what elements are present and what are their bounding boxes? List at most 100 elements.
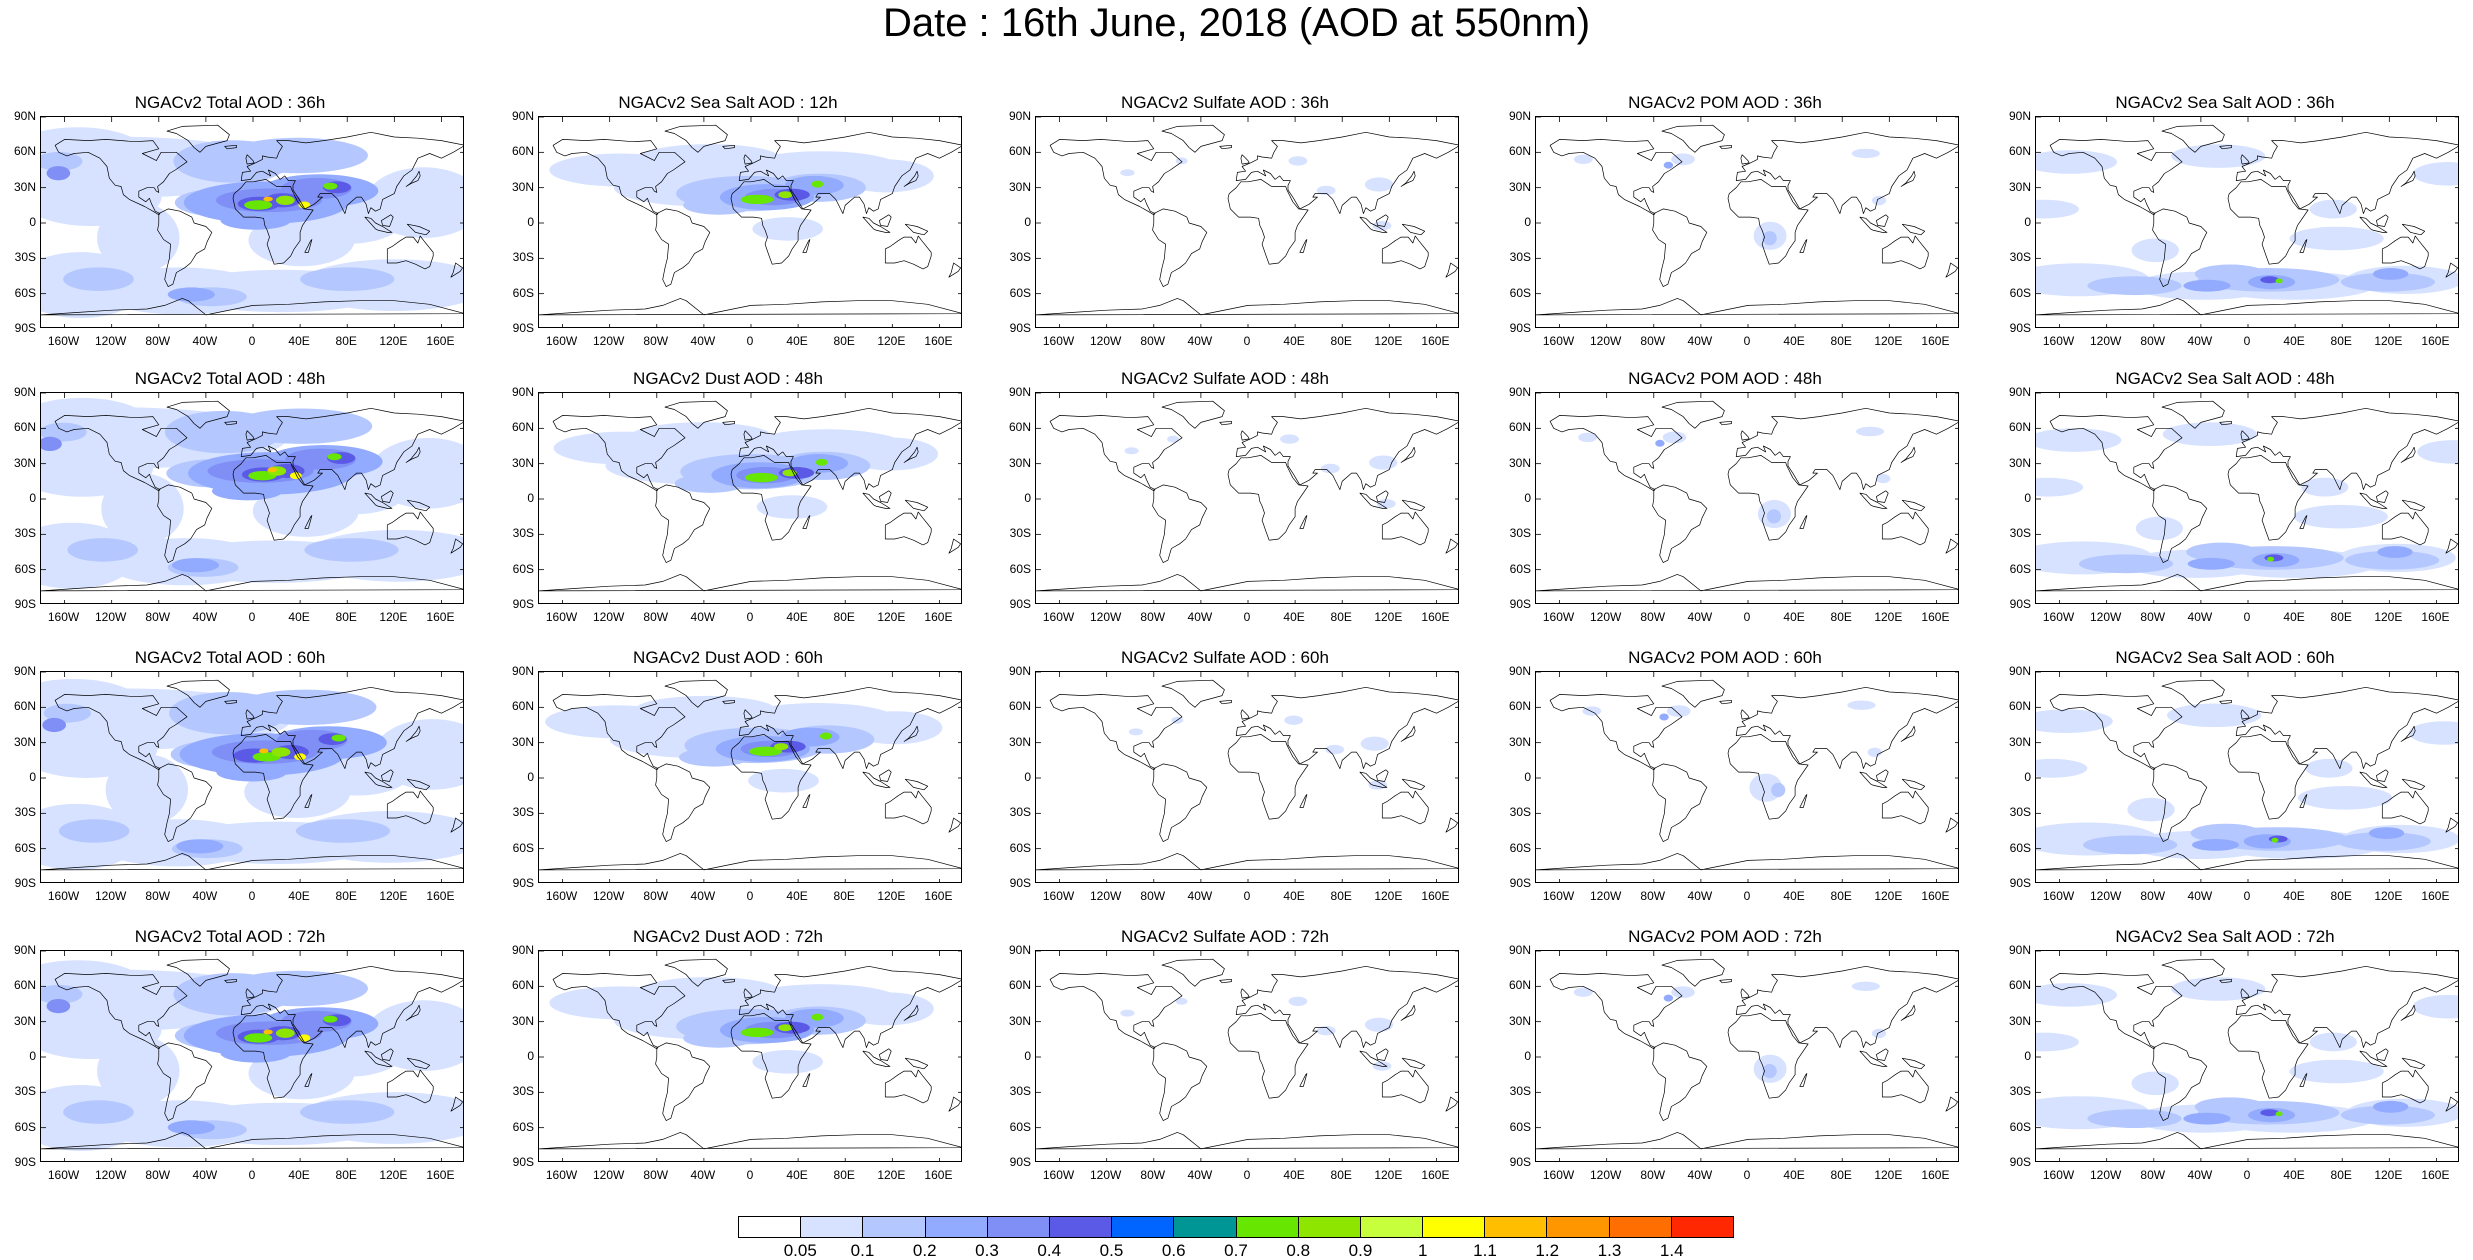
coastline (1661, 679, 1725, 708)
aod-field (300, 267, 395, 291)
aod-field (63, 267, 134, 291)
world-map (1036, 393, 1458, 603)
map-frame (1035, 671, 1459, 883)
colorbar-swatch (801, 1217, 864, 1237)
coastline (1549, 415, 1683, 492)
aod-field (630, 422, 772, 451)
world-map (1536, 951, 1958, 1161)
coastline (1876, 214, 1889, 227)
lat-tick-label: 0 (527, 770, 534, 784)
lat-tick-label: 30N (13, 179, 36, 194)
coastline (157, 1042, 213, 1121)
coastline (1727, 455, 1809, 541)
aod-field (2183, 1112, 2231, 1125)
map-panel: NGACv2 POM AOD : 48h 90N 60N 30N 0 30S 60S 90S 1… (1495, 368, 1959, 638)
coastline (2376, 1048, 2389, 1061)
coastline (2152, 763, 2208, 842)
lat-tick-label: 90N (511, 385, 534, 399)
colorbar-swatch (1174, 1217, 1237, 1237)
coastline (1381, 235, 1429, 270)
coastline (1161, 400, 1225, 429)
coastline (1859, 771, 1888, 788)
lon-tick-label: 160E (1421, 610, 1450, 624)
aod-field (2131, 238, 2179, 263)
map-panel: NGACv2 Sea Salt AOD : 72h 90N 60N 30N 0 30S 60… (1995, 926, 2459, 1196)
lat-tick-label: 0 (2024, 215, 2031, 229)
coastline (664, 400, 728, 429)
coastline (738, 407, 961, 490)
aod-field (263, 1029, 273, 1035)
lat-tick-label: 30S (1009, 1084, 1031, 1099)
lat-tick-label: 30S (14, 1084, 36, 1099)
lon-tick-label: 120W (94, 610, 127, 624)
coastline (2219, 699, 2232, 705)
lon-tick-label: 160W (1542, 1168, 1575, 1182)
coastline (364, 771, 393, 788)
colorbar-label: 0.3 (975, 1241, 999, 1260)
map-panel: NGACv2 Dust AOD : 48h 90N 60N 30N 0 30S 60S 90S… (498, 368, 962, 638)
lat-tick-label: 90N (13, 664, 36, 678)
lon-tick-label: 120E (379, 610, 408, 624)
colorbar-swatch (739, 1217, 802, 1237)
map-panel: NGACv2 Total AOD : 48h 90N 60N 30N 0 30S 60S 90… (0, 368, 464, 638)
lon-tick-label: 0 (1743, 1168, 1751, 1182)
aod-field (2368, 827, 2405, 839)
lon-tick-label: 120E (2374, 1168, 2403, 1182)
lat-tick-label: 0 (2024, 1049, 2031, 1063)
lon-tick-label: 120E (877, 334, 906, 348)
lon-tick-label: 160W (545, 610, 578, 624)
coastline (406, 499, 431, 512)
lat-tick-label: 30S (2009, 250, 2031, 265)
coastline (1381, 1069, 1429, 1104)
lon-tick-label: 160W (47, 1168, 80, 1182)
aod-field (1582, 706, 1602, 716)
lat-tick-label: 90S (2009, 597, 2031, 611)
coastline (381, 769, 394, 782)
lon-tick-label: 120W (1589, 889, 1622, 903)
aod-field (1762, 1064, 1777, 1079)
aod-field (2087, 276, 2182, 296)
aod-field (1771, 782, 1786, 798)
aod-field (212, 481, 283, 501)
coastline (884, 235, 932, 270)
coastline (240, 686, 463, 769)
lon-tick-label: 120W (94, 889, 127, 903)
aod-field (2167, 703, 2262, 728)
lon-tick-label: 40E (786, 889, 808, 903)
lon-tick-label: 120E (877, 889, 906, 903)
lat-tick-label: 30S (1009, 250, 1031, 265)
coastline (450, 538, 463, 554)
lon-tick-label: 120W (1089, 1168, 1122, 1182)
aod-field (1288, 156, 1308, 166)
coastline (802, 515, 811, 529)
aod-field (1316, 185, 1336, 196)
lon-tick-label: 40W (690, 334, 716, 348)
coastline (2359, 771, 2388, 788)
lon-tick-label: 40W (690, 610, 716, 624)
lon-tick-label: 80W (2140, 334, 2166, 348)
coastline (722, 699, 735, 705)
coastline (1152, 484, 1208, 563)
coastline (1945, 1096, 1958, 1112)
coastline (1152, 208, 1208, 287)
lon-tick-label: 80W (145, 610, 171, 624)
coastline (2161, 400, 2225, 429)
lon-tick-label: 80E (335, 889, 357, 903)
lat-tick-label: 60N (511, 420, 534, 435)
coastline (1049, 415, 1183, 492)
panel-title: NGACv2 POM AOD : 72h (1628, 927, 1822, 946)
coastline (743, 430, 753, 441)
coastline (2219, 144, 2232, 150)
coastline (879, 214, 892, 227)
lat-tick-label: 60S (512, 840, 534, 855)
coastline (2359, 216, 2388, 233)
coastline (405, 170, 421, 187)
lat-tick-label: 90N (1508, 943, 1531, 957)
coastline (1240, 988, 1250, 999)
lon-tick-label: 0 (1743, 334, 1751, 348)
map-panel: NGACv2 Sea Salt AOD : 48h 90N 60N 30N 0 30S 60… (1995, 368, 2459, 638)
aod-field (1128, 728, 1143, 736)
lon-tick-label: 40W (192, 334, 218, 348)
lon-tick-label: 120E (2374, 889, 2403, 903)
lat-tick-label: 30S (2009, 526, 2031, 541)
